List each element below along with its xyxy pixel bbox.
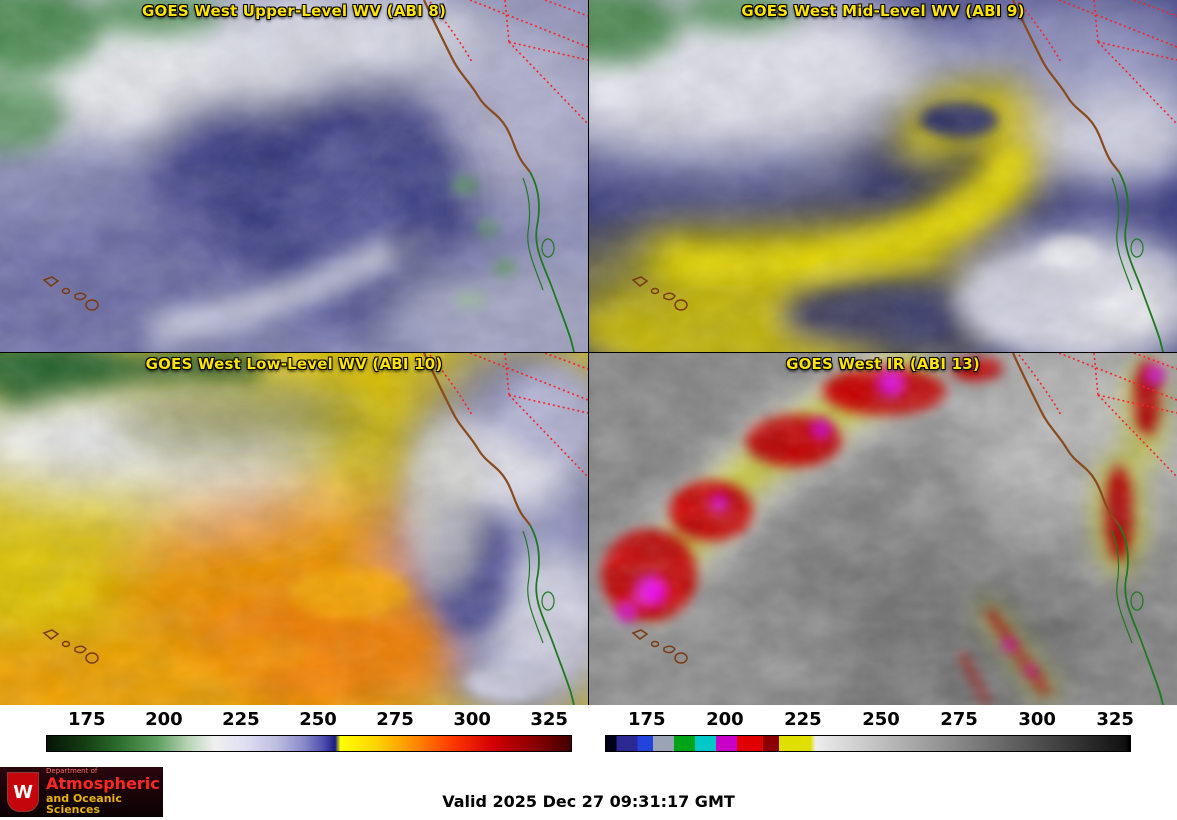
quad-panel-grid: GOES West Upper-Level WV (ABI 8) [0,0,1177,705]
tick-label: 200 [145,709,183,730]
tick-label: 275 [940,709,978,730]
aos-logo-text: Department of Atmospheric and Oceanic Sc… [46,767,163,817]
ir-image [589,353,1177,705]
tick-label: 200 [706,709,744,730]
ir-colorbar [605,735,1131,752]
crest-letter: W [13,781,33,803]
mid-level-wv-image [589,0,1177,352]
tick-label: 325 [1096,709,1134,730]
tick-label: 175 [628,709,666,730]
colorbar-ticks-row: 175 200 225 250 275 300 325 175 200 225 … [0,705,1177,730]
wv-colorbar-ticks: 175 200 225 250 275 300 325 [68,709,568,730]
logo-name-line2: and Oceanic Sciences [46,791,122,817]
wv-colorbar [46,735,572,752]
panel-mid-level-wv: GOES West Mid-Level WV (ABI 9) [589,0,1177,352]
tick-label: 300 [453,709,491,730]
panel-title: GOES West Upper-Level WV (ABI 8) [141,2,447,20]
tick-label: 225 [784,709,822,730]
aos-logo: W Department of Atmospheric and Oceanic … [0,767,163,817]
tick-label: 250 [862,709,900,730]
panel-title: GOES West Mid-Level WV (ABI 9) [741,2,1025,20]
tick-label: 325 [530,709,568,730]
tick-label: 175 [68,709,106,730]
tick-label: 250 [299,709,337,730]
logo-dept-label: Department of [46,767,98,776]
upper-level-wv-image [0,0,588,352]
panel-title: GOES West Low-Level WV (ABI 10) [145,355,443,373]
valid-timestamp: Valid 2025 Dec 27 09:31:17 GMT [442,792,735,811]
panel-ir: GOES West IR (ABI 13) [589,353,1177,705]
panel-title: GOES West IR (ABI 13) [786,355,980,373]
tick-label: 225 [222,709,260,730]
low-level-wv-image [0,353,588,705]
tick-label: 300 [1018,709,1056,730]
tick-label: 275 [376,709,414,730]
logo-name-line1: Atmospheric [46,773,160,793]
colorbars-row [0,735,1177,752]
panel-upper-level-wv: GOES West Upper-Level WV (ABI 8) [0,0,588,352]
ir-colorbar-ticks: 175 200 225 250 275 300 325 [628,709,1134,730]
panel-low-level-wv: GOES West Low-Level WV (ABI 10) [0,353,588,705]
uw-crest-icon: W [7,772,39,812]
footer: 175 200 225 250 275 300 325 175 200 225 … [0,705,1177,819]
